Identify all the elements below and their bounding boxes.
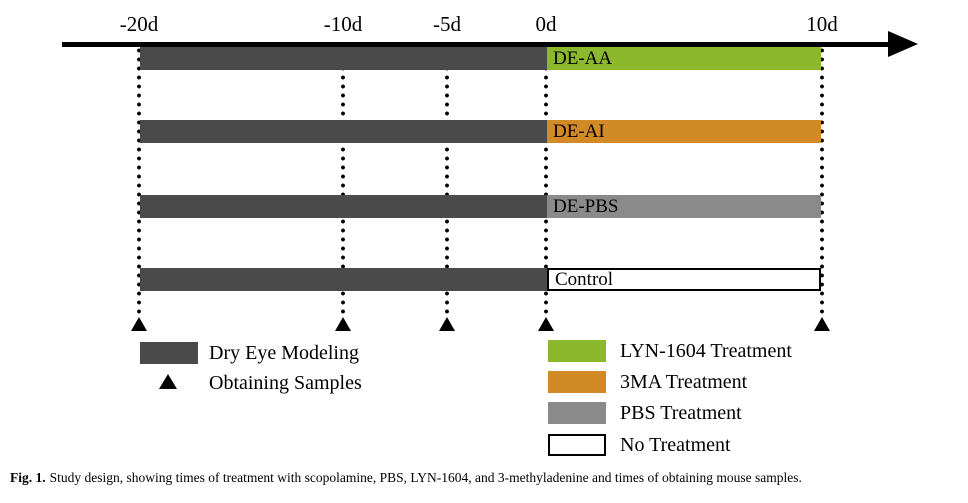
treatment-bar-de-pbs: DE-PBS [547, 195, 821, 218]
dotted-guide-minus10d [341, 48, 345, 316]
modeling-bar-control [140, 268, 547, 291]
group-label-de-pbs: DE-PBS [553, 196, 619, 217]
dotted-guide-minus20d [137, 48, 141, 316]
dotted-guide-minus5d [445, 48, 449, 316]
tick-label-minus5d: -5d [433, 12, 461, 36]
legend-label-lyn1604: LYN-1604 Treatment [620, 340, 792, 362]
treatment-bar-de-aa: DE-AA [547, 47, 821, 70]
sample-triangle-minus10d [335, 317, 351, 331]
modeling-bar-de-aa [140, 47, 547, 70]
legend-swatch-dry-eye-modeling [140, 342, 198, 364]
group-label-de-aa: DE-AA [553, 48, 613, 69]
sample-triangle-0d [538, 317, 554, 331]
tick-label-10d: 10d [806, 12, 838, 36]
figure-caption: Fig. 1. Study design, showing times of tr… [10, 469, 958, 486]
legend-label-pbs: PBS Treatment [620, 402, 742, 424]
caption-text: Study design, showing times of treatment… [49, 470, 802, 485]
legend-label-3ma: 3MA Treatment [620, 371, 748, 393]
legend-triangle-icon [159, 374, 177, 389]
legend-label-dry-eye-modeling: Dry Eye Modeling [209, 342, 359, 364]
tick-label-minus10d: -10d [323, 12, 363, 36]
legend-label-obtaining-samples: Obtaining Samples [209, 372, 362, 394]
timeline-arrowhead-icon [888, 31, 918, 57]
timeline-axis [62, 42, 892, 47]
legend-swatch-no-treatment [548, 434, 606, 456]
tick-label-minus20d: -20d [119, 12, 159, 36]
tick-label-0d: 0d [535, 12, 557, 36]
group-label-de-ai: DE-AI [553, 121, 605, 142]
group-label-control: Control [555, 269, 614, 290]
legend-swatch-pbs [548, 402, 606, 424]
modeling-bar-de-ai [140, 120, 547, 143]
dotted-guide-0d [544, 48, 548, 316]
treatment-bar-de-ai: DE-AI [547, 120, 821, 143]
legend-swatch-3ma [548, 371, 606, 393]
legend-swatch-lyn1604 [548, 340, 606, 362]
dotted-guide-10d [820, 48, 824, 316]
legend-label-no-treatment: No Treatment [620, 434, 731, 456]
caption-prefix: Fig. 1. [10, 470, 46, 485]
modeling-bar-de-pbs [140, 195, 547, 218]
sample-triangle-10d [814, 317, 830, 331]
treatment-bar-control: Control [547, 268, 821, 291]
sample-triangle-minus5d [439, 317, 455, 331]
sample-triangle-minus20d [131, 317, 147, 331]
